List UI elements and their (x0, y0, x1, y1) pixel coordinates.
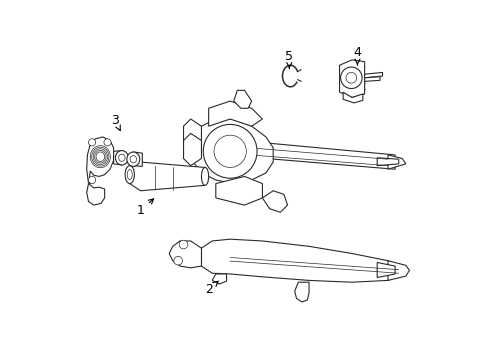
Ellipse shape (203, 125, 257, 178)
Ellipse shape (104, 139, 111, 146)
Polygon shape (86, 184, 104, 205)
Polygon shape (129, 162, 204, 191)
Ellipse shape (179, 240, 187, 249)
Polygon shape (364, 72, 382, 78)
Polygon shape (183, 134, 201, 166)
Polygon shape (294, 282, 308, 302)
Polygon shape (387, 155, 405, 169)
Polygon shape (376, 158, 398, 166)
Ellipse shape (340, 67, 362, 89)
Ellipse shape (119, 154, 125, 161)
Polygon shape (364, 77, 379, 81)
Polygon shape (208, 101, 262, 126)
Polygon shape (113, 150, 122, 165)
Polygon shape (133, 152, 142, 166)
Polygon shape (376, 262, 394, 278)
Polygon shape (387, 261, 408, 280)
Polygon shape (233, 90, 251, 108)
Ellipse shape (127, 170, 132, 180)
Ellipse shape (88, 139, 96, 146)
Polygon shape (183, 119, 201, 151)
Polygon shape (169, 241, 201, 268)
Ellipse shape (174, 256, 182, 265)
Polygon shape (201, 137, 394, 169)
Ellipse shape (125, 166, 134, 184)
Polygon shape (187, 119, 273, 184)
Polygon shape (201, 239, 398, 282)
Ellipse shape (130, 156, 136, 163)
Text: 4: 4 (353, 46, 361, 65)
Text: 3: 3 (111, 114, 120, 131)
Ellipse shape (346, 72, 356, 83)
Polygon shape (343, 92, 362, 103)
Text: 1: 1 (136, 199, 153, 217)
Ellipse shape (214, 135, 246, 167)
Ellipse shape (126, 152, 140, 166)
Polygon shape (86, 137, 113, 184)
Polygon shape (212, 274, 226, 284)
Polygon shape (262, 191, 287, 212)
Text: 5: 5 (285, 50, 293, 68)
Polygon shape (339, 60, 364, 98)
Ellipse shape (201, 167, 208, 185)
Polygon shape (215, 176, 262, 205)
Text: 2: 2 (204, 281, 218, 296)
Ellipse shape (115, 150, 128, 165)
Ellipse shape (88, 176, 96, 184)
